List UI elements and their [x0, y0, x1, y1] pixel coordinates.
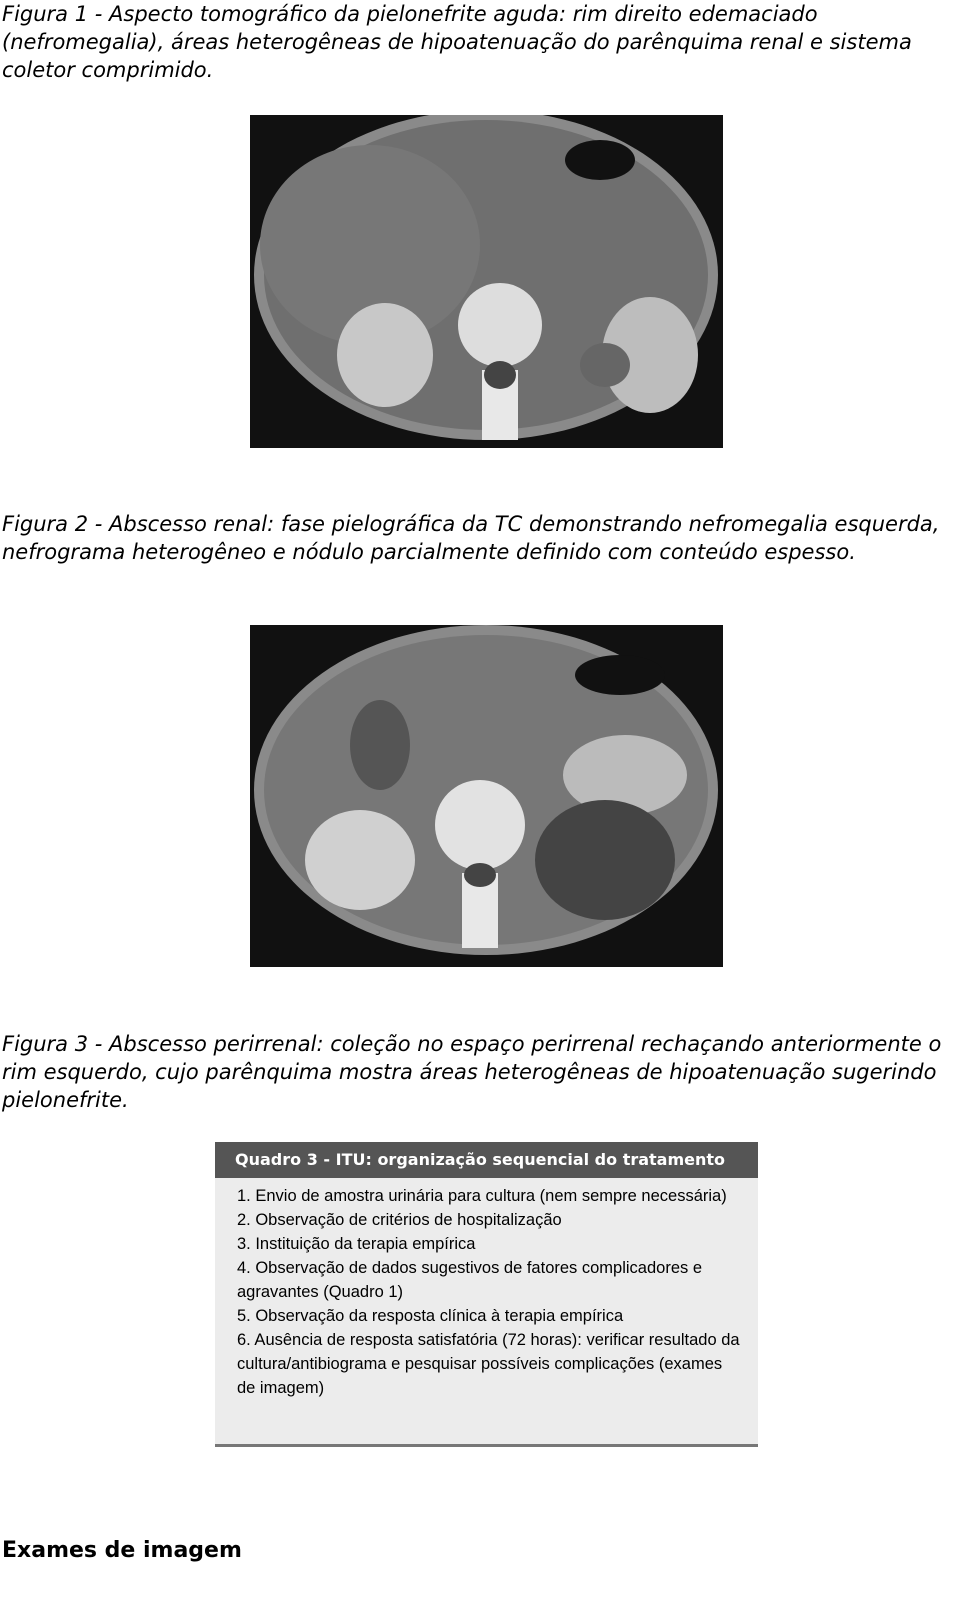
table-item: 2. Observação de critérios de hospitaliz… — [237, 1211, 562, 1229]
figure-caption: Figura 1 - Aspecto tomográfico da pielon… — [2, 2, 912, 82]
section-heading: Exames de imagem — [2, 1538, 242, 1563]
table-item: 6. Ausência de resposta satisfatória (72… — [237, 1331, 740, 1397]
table-title: Quadro 3 - ITU: organização sequencial d… — [215, 1142, 758, 1178]
figure-caption: Figura 2 - Abscesso renal: fase pielográ… — [2, 512, 940, 564]
table-box: Quadro 3 - ITU: organização sequencial d… — [215, 1142, 758, 1447]
table-item: 5. Observação da resposta clínica à tera… — [237, 1307, 624, 1325]
table-item: 3. Instituição da terapia empírica — [237, 1235, 476, 1253]
figure-caption: Figura 3 - Abscesso perirrenal: coleção … — [2, 1032, 942, 1112]
item-list: 1. Envio de amostra urinária para cultur… — [215, 1178, 758, 1400]
ct-image — [250, 115, 723, 448]
table-item: 1. Envio de amostra urinária para cultur… — [237, 1187, 727, 1205]
ct-image — [250, 625, 723, 967]
table-item: 4. Observação de dados sugestivos de fat… — [237, 1259, 703, 1301]
